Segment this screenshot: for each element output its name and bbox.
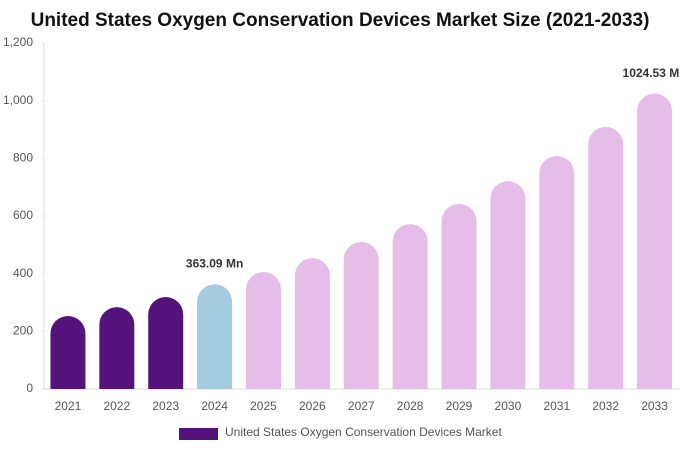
- data-label: 1024.53 Mn: [623, 66, 680, 80]
- bar: [197, 284, 233, 389]
- legend-label: United States Oxygen Conservation Device…: [225, 425, 502, 439]
- y-tick-label: 600: [13, 208, 33, 222]
- bar: [588, 126, 624, 390]
- chart-title: United States Oxygen Conservation Device…: [31, 10, 650, 31]
- bar: [441, 203, 477, 389]
- x-tick-label: 2031: [543, 399, 570, 413]
- x-tick-label: 2025: [250, 399, 277, 413]
- y-tick-label: 0: [26, 381, 33, 395]
- x-tick-label: 2027: [348, 399, 375, 413]
- y-tick-label: 800: [13, 151, 33, 165]
- x-tick-label: 2030: [495, 399, 522, 413]
- x-tick-label: 2023: [152, 399, 179, 413]
- y-tick-label: 200: [13, 324, 33, 338]
- x-tick-label: 2026: [299, 399, 326, 413]
- bar: [50, 316, 86, 389]
- x-tick-label: 2024: [201, 399, 228, 413]
- bar: [148, 297, 184, 389]
- x-tick-label: 2033: [641, 399, 668, 413]
- y-tick-label: 1,200: [3, 35, 33, 49]
- y-tick-label: 1,000: [3, 93, 33, 107]
- bar: [490, 181, 526, 389]
- x-tick-label: 2021: [55, 399, 82, 413]
- x-tick-label: 2022: [103, 399, 130, 413]
- bar: [539, 156, 575, 389]
- x-tick-label: 2032: [592, 399, 619, 413]
- bar: [245, 271, 281, 389]
- y-tick-label: 400: [13, 266, 33, 280]
- bar: [99, 307, 135, 389]
- x-tick-label: 2029: [446, 399, 473, 413]
- data-label: 363.09 Mn: [186, 256, 243, 270]
- bar: [392, 224, 428, 389]
- x-tick-label: 2028: [397, 399, 424, 413]
- bar: [343, 241, 379, 389]
- bar: [294, 258, 330, 389]
- legend-swatch: [179, 428, 218, 440]
- bar: [637, 93, 673, 390]
